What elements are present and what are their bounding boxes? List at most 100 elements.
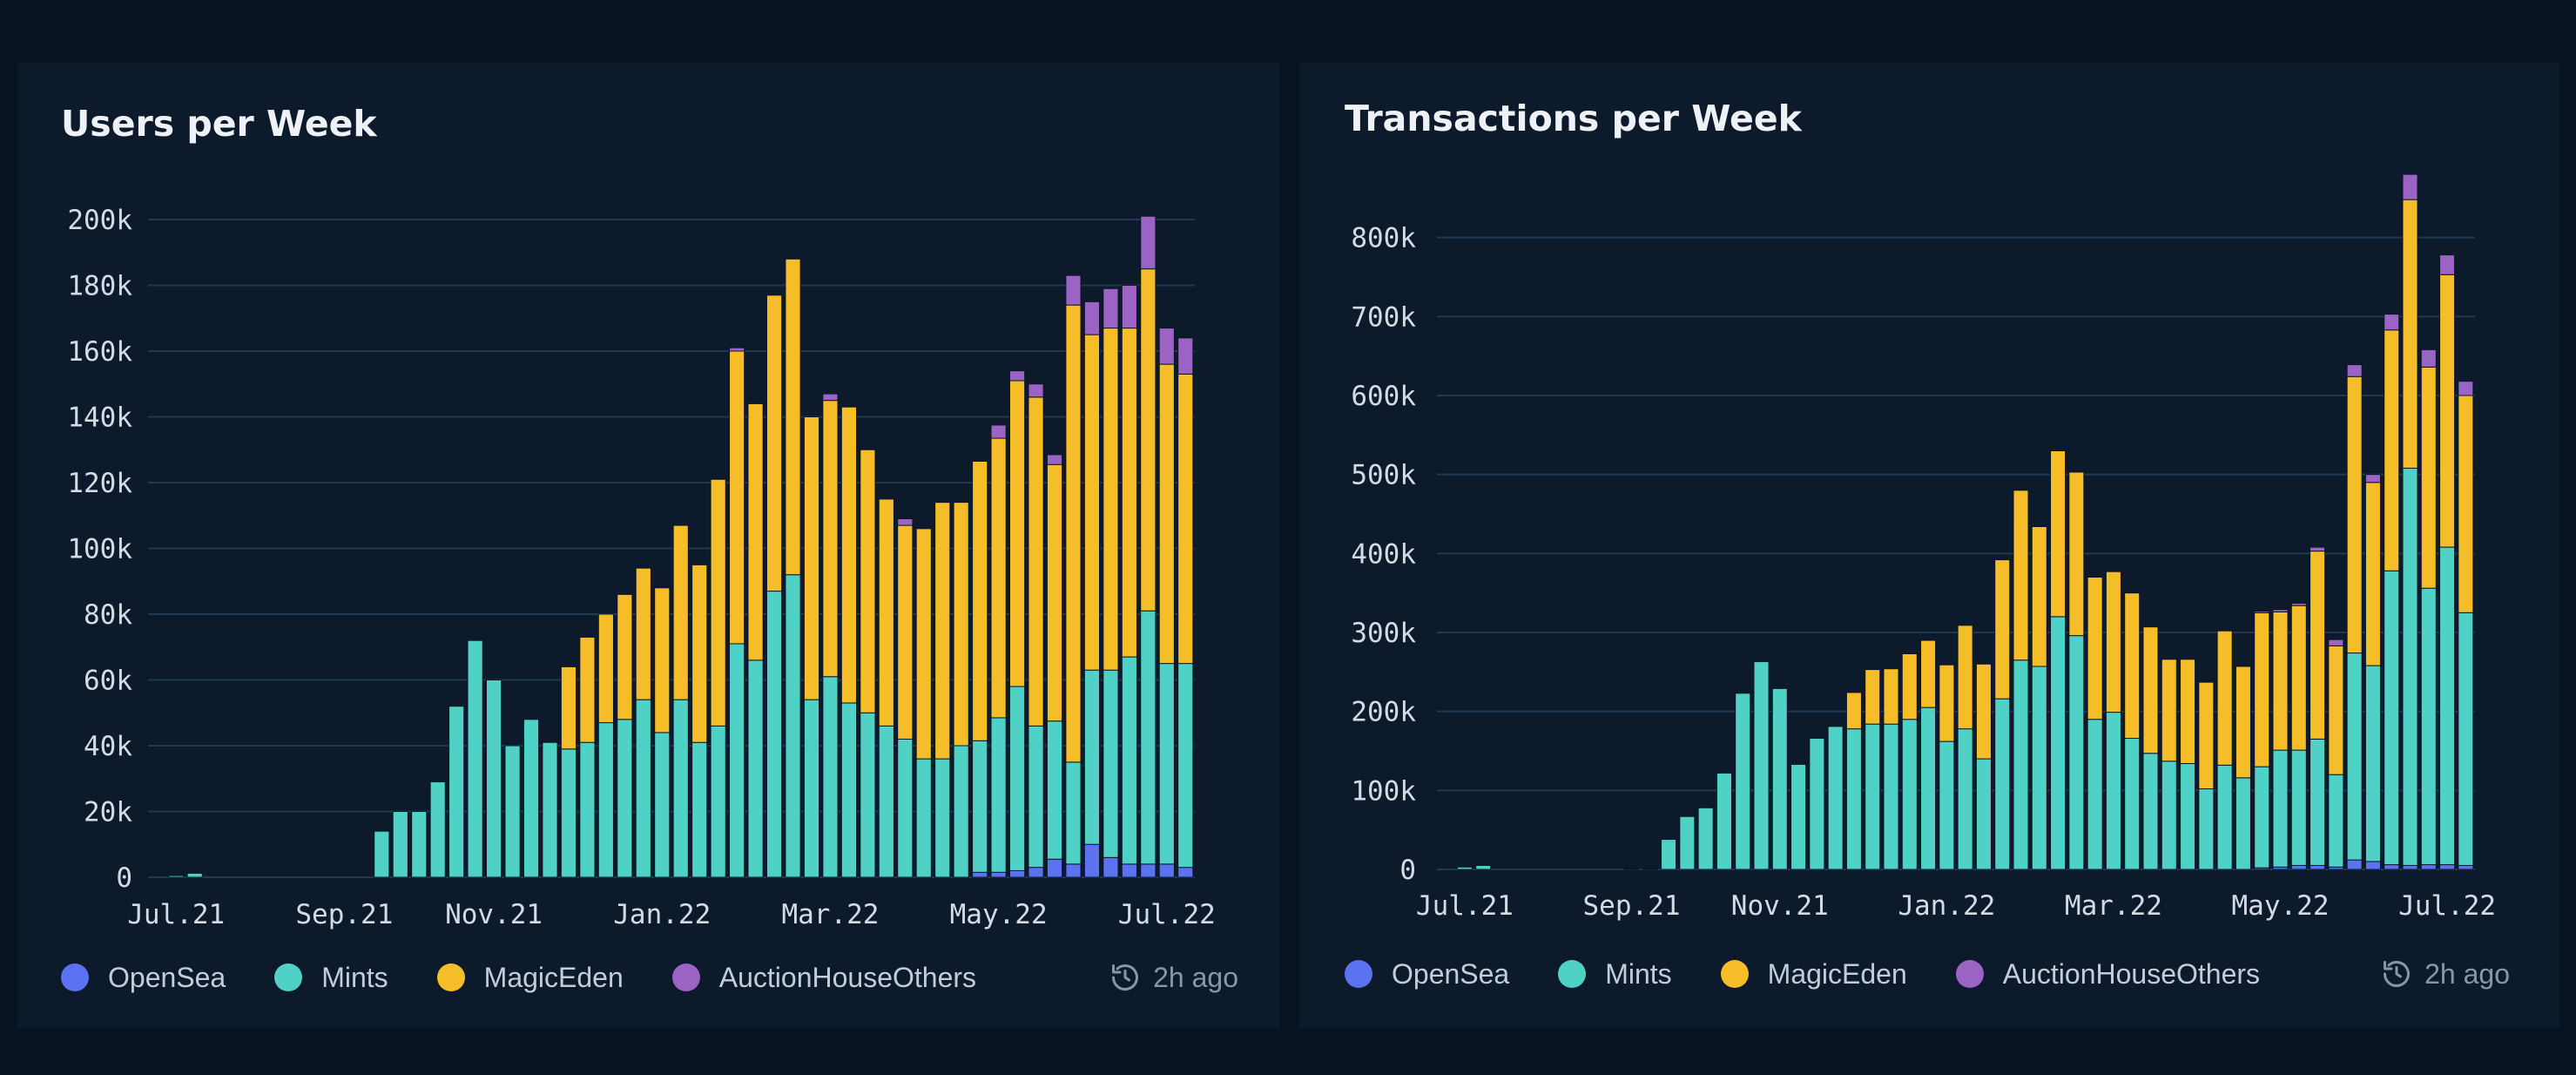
bar-magiceden bbox=[822, 400, 839, 678]
legend-item-magiceden[interactable]: MagicEden bbox=[436, 962, 624, 994]
bar-mints bbox=[1957, 728, 1973, 870]
bar-mints bbox=[2290, 749, 2307, 866]
x-tick-label: Jul.22 bbox=[1118, 899, 1216, 930]
bar-mints bbox=[2235, 777, 2251, 870]
bar-magiceden bbox=[1065, 304, 1082, 763]
bar-magiceden bbox=[1865, 669, 1881, 725]
bar-magiceden bbox=[1009, 380, 1026, 687]
bar-mints bbox=[897, 738, 914, 878]
bar-magiceden bbox=[1140, 268, 1157, 612]
transactions-per-week-chart: 0 100k 200k 300k 400k 500k 600k 700k 800k Jul.21 S… bbox=[1351, 173, 2496, 922]
bar-magiceden bbox=[691, 564, 708, 743]
bar-mints bbox=[635, 699, 651, 878]
bar-magiceden bbox=[1920, 639, 1937, 708]
bar-mints bbox=[560, 748, 577, 878]
bar-opensea bbox=[1177, 867, 1194, 878]
bar-opensea bbox=[1083, 843, 1101, 878]
y-tick-label: 300k bbox=[1351, 618, 1416, 649]
bar-magiceden bbox=[1103, 328, 1119, 671]
bar-auctionhouseothers bbox=[2439, 254, 2456, 275]
legend-item-opensea[interactable]: OpenSea bbox=[1345, 958, 1509, 990]
bar-mints bbox=[1697, 807, 1714, 870]
transactions-per-week-panel: Transactions per Week 0 100k 200k 300k 400k 5… bbox=[1299, 63, 2559, 1028]
bar-opensea bbox=[2420, 864, 2437, 870]
bar-magiceden bbox=[710, 478, 726, 727]
x-tick-label: Jan.22 bbox=[1898, 890, 1995, 922]
bar-opensea bbox=[2290, 864, 2307, 870]
bar-mints bbox=[953, 745, 969, 878]
bar-opensea bbox=[990, 871, 1007, 878]
bar-mints bbox=[765, 591, 783, 878]
y-tick-label: 400k bbox=[1351, 538, 1416, 570]
bar-mints bbox=[1920, 707, 1937, 870]
bar-auctionhouseothers bbox=[2290, 602, 2307, 606]
legend-item-magiceden[interactable]: MagicEden bbox=[1720, 958, 1907, 990]
bar-mints bbox=[803, 699, 820, 878]
bar-magiceden bbox=[1083, 334, 1101, 671]
bar-mints bbox=[878, 725, 894, 878]
y-tick-label: 140k bbox=[67, 402, 132, 434]
bar-auctionhouseothers bbox=[1083, 301, 1101, 335]
bar-magiceden bbox=[972, 460, 988, 741]
history-clock-icon bbox=[2384, 961, 2411, 988]
bar-magiceden bbox=[1994, 559, 2011, 700]
bar-magiceden bbox=[2105, 571, 2121, 713]
bar-magiceden bbox=[934, 502, 951, 760]
bar-magiceden bbox=[2050, 450, 2067, 618]
bar-mints bbox=[2384, 570, 2400, 866]
y-tick-label: 600k bbox=[1351, 381, 1416, 412]
bar-magiceden bbox=[1028, 396, 1044, 727]
bar-mints bbox=[523, 719, 540, 878]
y-tick-label: 20k bbox=[84, 797, 132, 828]
bar-mints bbox=[2068, 635, 2085, 870]
bar-mints bbox=[2402, 467, 2418, 866]
bar-magiceden bbox=[803, 416, 820, 700]
bar-auctionhouseothers bbox=[1140, 215, 1157, 270]
bar-mints bbox=[2180, 763, 2196, 870]
x-tick-label: Mar.22 bbox=[781, 899, 879, 930]
chart-legend: OpenSea Mints MagicEden AuctionHouseOthe… bbox=[61, 958, 1025, 997]
bar-magiceden bbox=[1901, 652, 1918, 720]
bar-mints bbox=[1475, 864, 1492, 870]
bar-magiceden bbox=[579, 636, 596, 743]
bar-mints bbox=[1845, 728, 1862, 870]
y-tick-label: 80k bbox=[84, 599, 132, 631]
bar-mints bbox=[1103, 669, 1119, 858]
legend-item-mints[interactable]: Mints bbox=[274, 962, 388, 994]
magiceden-dot-icon bbox=[1720, 960, 1749, 988]
bar-magiceden bbox=[1975, 663, 1992, 760]
bar-auctionhouseothers bbox=[2310, 546, 2326, 552]
bar-mints bbox=[2050, 616, 2067, 870]
legend-item-mints[interactable]: Mints bbox=[1558, 958, 1672, 990]
bar-auctionhouseothers bbox=[1177, 337, 1194, 375]
bar-mints bbox=[972, 740, 988, 873]
bar-opensea bbox=[2310, 864, 2326, 870]
bar-magiceden bbox=[729, 350, 745, 645]
bar-auctionhouseothers bbox=[2458, 381, 2474, 396]
bar-mints bbox=[1456, 866, 1473, 870]
bar-magiceden bbox=[2402, 199, 2418, 469]
bar-magiceden bbox=[2310, 551, 2326, 740]
x-tick-label: Jul.21 bbox=[127, 899, 225, 930]
bar-opensea bbox=[2402, 864, 2418, 870]
bar-magiceden bbox=[2216, 630, 2233, 766]
bar-auctionhouseothers bbox=[1046, 454, 1063, 465]
auctionhouseothers-dot-icon bbox=[1955, 960, 1984, 988]
bar-mints bbox=[2420, 587, 2437, 866]
x-tick-label: Mar.22 bbox=[2065, 890, 2162, 922]
legend-item-opensea[interactable]: OpenSea bbox=[61, 962, 226, 994]
bar-mints bbox=[747, 659, 764, 878]
bar-opensea bbox=[1009, 869, 1026, 878]
bar-mints bbox=[934, 758, 951, 878]
legend-item-auctionhouseothers[interactable]: AuctionHouseOthers bbox=[671, 962, 976, 994]
bar-mints bbox=[1827, 726, 1844, 870]
bar-mints bbox=[2458, 612, 2474, 866]
bar-mints bbox=[2310, 738, 2326, 866]
mints-dot-icon bbox=[274, 963, 303, 991]
legend-item-auctionhouseothers[interactable]: AuctionHouseOthers bbox=[1955, 957, 2261, 990]
legend-label: AuctionHouseOthers bbox=[2002, 957, 2261, 990]
x-tick-label: May.22 bbox=[950, 899, 1048, 930]
bar-auctionhouseothers bbox=[2346, 364, 2363, 377]
bar-magiceden bbox=[990, 437, 1007, 719]
bar-magiceden bbox=[1046, 463, 1063, 722]
